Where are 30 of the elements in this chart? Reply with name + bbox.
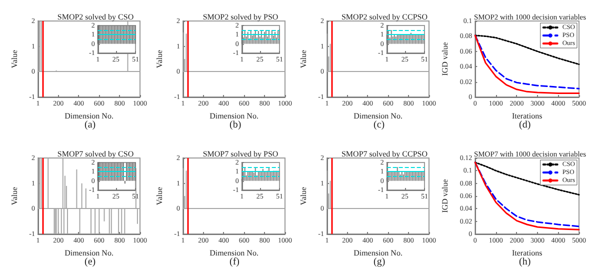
text: (h) (519, 256, 531, 268)
y-axis-title: Value (154, 49, 164, 68)
y-axis-title: IGD value (440, 42, 450, 76)
y-axis-title: Value (298, 186, 308, 206)
x-axis-title: Dimension No. (354, 111, 402, 120)
text: (f) (230, 256, 240, 268)
y-axis-title: Value (10, 186, 19, 206)
text: (e) (84, 256, 96, 268)
text: (g) (374, 256, 386, 268)
x-axis-title: Dimension No. (64, 111, 114, 120)
chart-title: SMOP2 solved by CCPSO (341, 12, 428, 22)
text: (c) (374, 120, 385, 130)
x-axis-title: Dimension No. (210, 248, 258, 258)
y-axis-title: IGD value (440, 178, 450, 213)
chart-title: SMOP7 solved by CCPSO (341, 150, 428, 158)
x-axis-title: Dimension No. (64, 248, 114, 258)
x-axis-title: Dimension No. (210, 111, 258, 120)
text: (d) (519, 120, 531, 130)
y-axis-title: Value (298, 49, 308, 68)
chart-title: SMOP2 solved by PSO (202, 12, 278, 22)
x-axis-title: Iterations (512, 111, 542, 120)
chart-title: SMOP7 solved by CSO (57, 150, 134, 158)
x-axis-title: Iterations (512, 248, 542, 258)
x-axis-title: Dimension No. (354, 248, 402, 258)
y-axis-title: Value (10, 49, 19, 68)
text: (b) (230, 120, 242, 130)
y-axis-title: Value (154, 186, 164, 206)
chart-title: SMOP7 solved by PSO (202, 150, 278, 158)
chart-title: SMOP2 solved by CSO (57, 12, 134, 22)
text: (a) (84, 120, 96, 130)
